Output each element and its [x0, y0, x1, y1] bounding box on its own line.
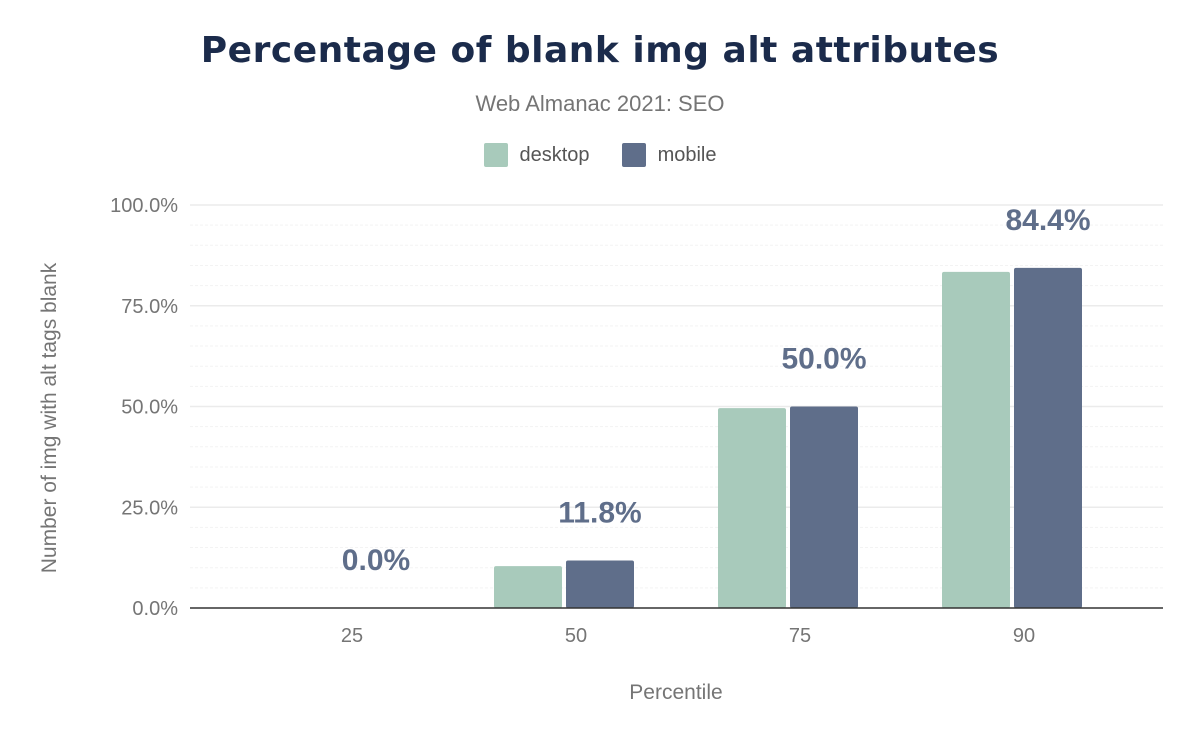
bar-desktop-90	[942, 271, 1010, 608]
x-tick-label: 50	[565, 625, 587, 647]
legend-item-mobile[interactable]: mobile	[621, 143, 717, 167]
x-tick-label: 90	[1013, 625, 1035, 647]
legend-swatch-desktop	[483, 143, 508, 167]
legend-label-desktop: desktop	[519, 143, 590, 166]
chart-subtitle: Web Almanac 2021: SEO	[475, 91, 725, 116]
bar-desktop-50	[494, 566, 562, 608]
legend-swatch-mobile	[621, 143, 646, 167]
y-axis-title: Number of img with alt tags blank	[38, 262, 61, 573]
legend: desktop mobile	[0, 143, 1200, 167]
bar-mobile-75	[790, 406, 858, 608]
y-tick-label: 50.0%	[121, 397, 178, 419]
chart-title: Percentage of blank img alt attributes	[200, 30, 1000, 71]
x-axis-title: Percentile	[629, 681, 722, 704]
legend-label-mobile: mobile	[657, 143, 717, 166]
legend-item-desktop[interactable]: desktop	[483, 143, 590, 167]
x-tick-label: 75	[789, 625, 811, 647]
data-label: 0.0%	[342, 544, 410, 577]
bar-mobile-90	[1014, 267, 1082, 608]
data-label: 84.4%	[1005, 204, 1090, 237]
x-tick-label: 25	[341, 625, 363, 647]
data-label: 11.8%	[558, 496, 641, 529]
bar-desktop-75	[718, 408, 786, 608]
y-tick-label: 100.0%	[110, 195, 178, 217]
y-tick-label: 75.0%	[121, 296, 178, 318]
y-tick-label: 25.0%	[121, 497, 178, 519]
data-label: 50.0%	[781, 343, 866, 376]
y-tick-label: 0.0%	[132, 598, 178, 620]
bar-mobile-50	[566, 560, 634, 608]
